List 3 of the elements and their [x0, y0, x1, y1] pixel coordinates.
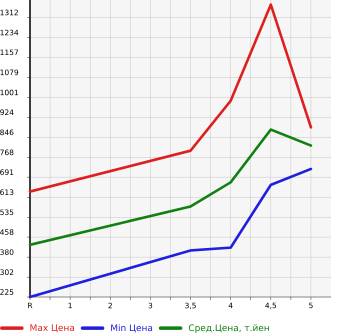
legend-label: Min Цена: [111, 324, 152, 332]
legend-label: Сред.Цена, т.йен: [188, 324, 269, 333]
legend-label: Max Цена: [30, 324, 74, 332]
